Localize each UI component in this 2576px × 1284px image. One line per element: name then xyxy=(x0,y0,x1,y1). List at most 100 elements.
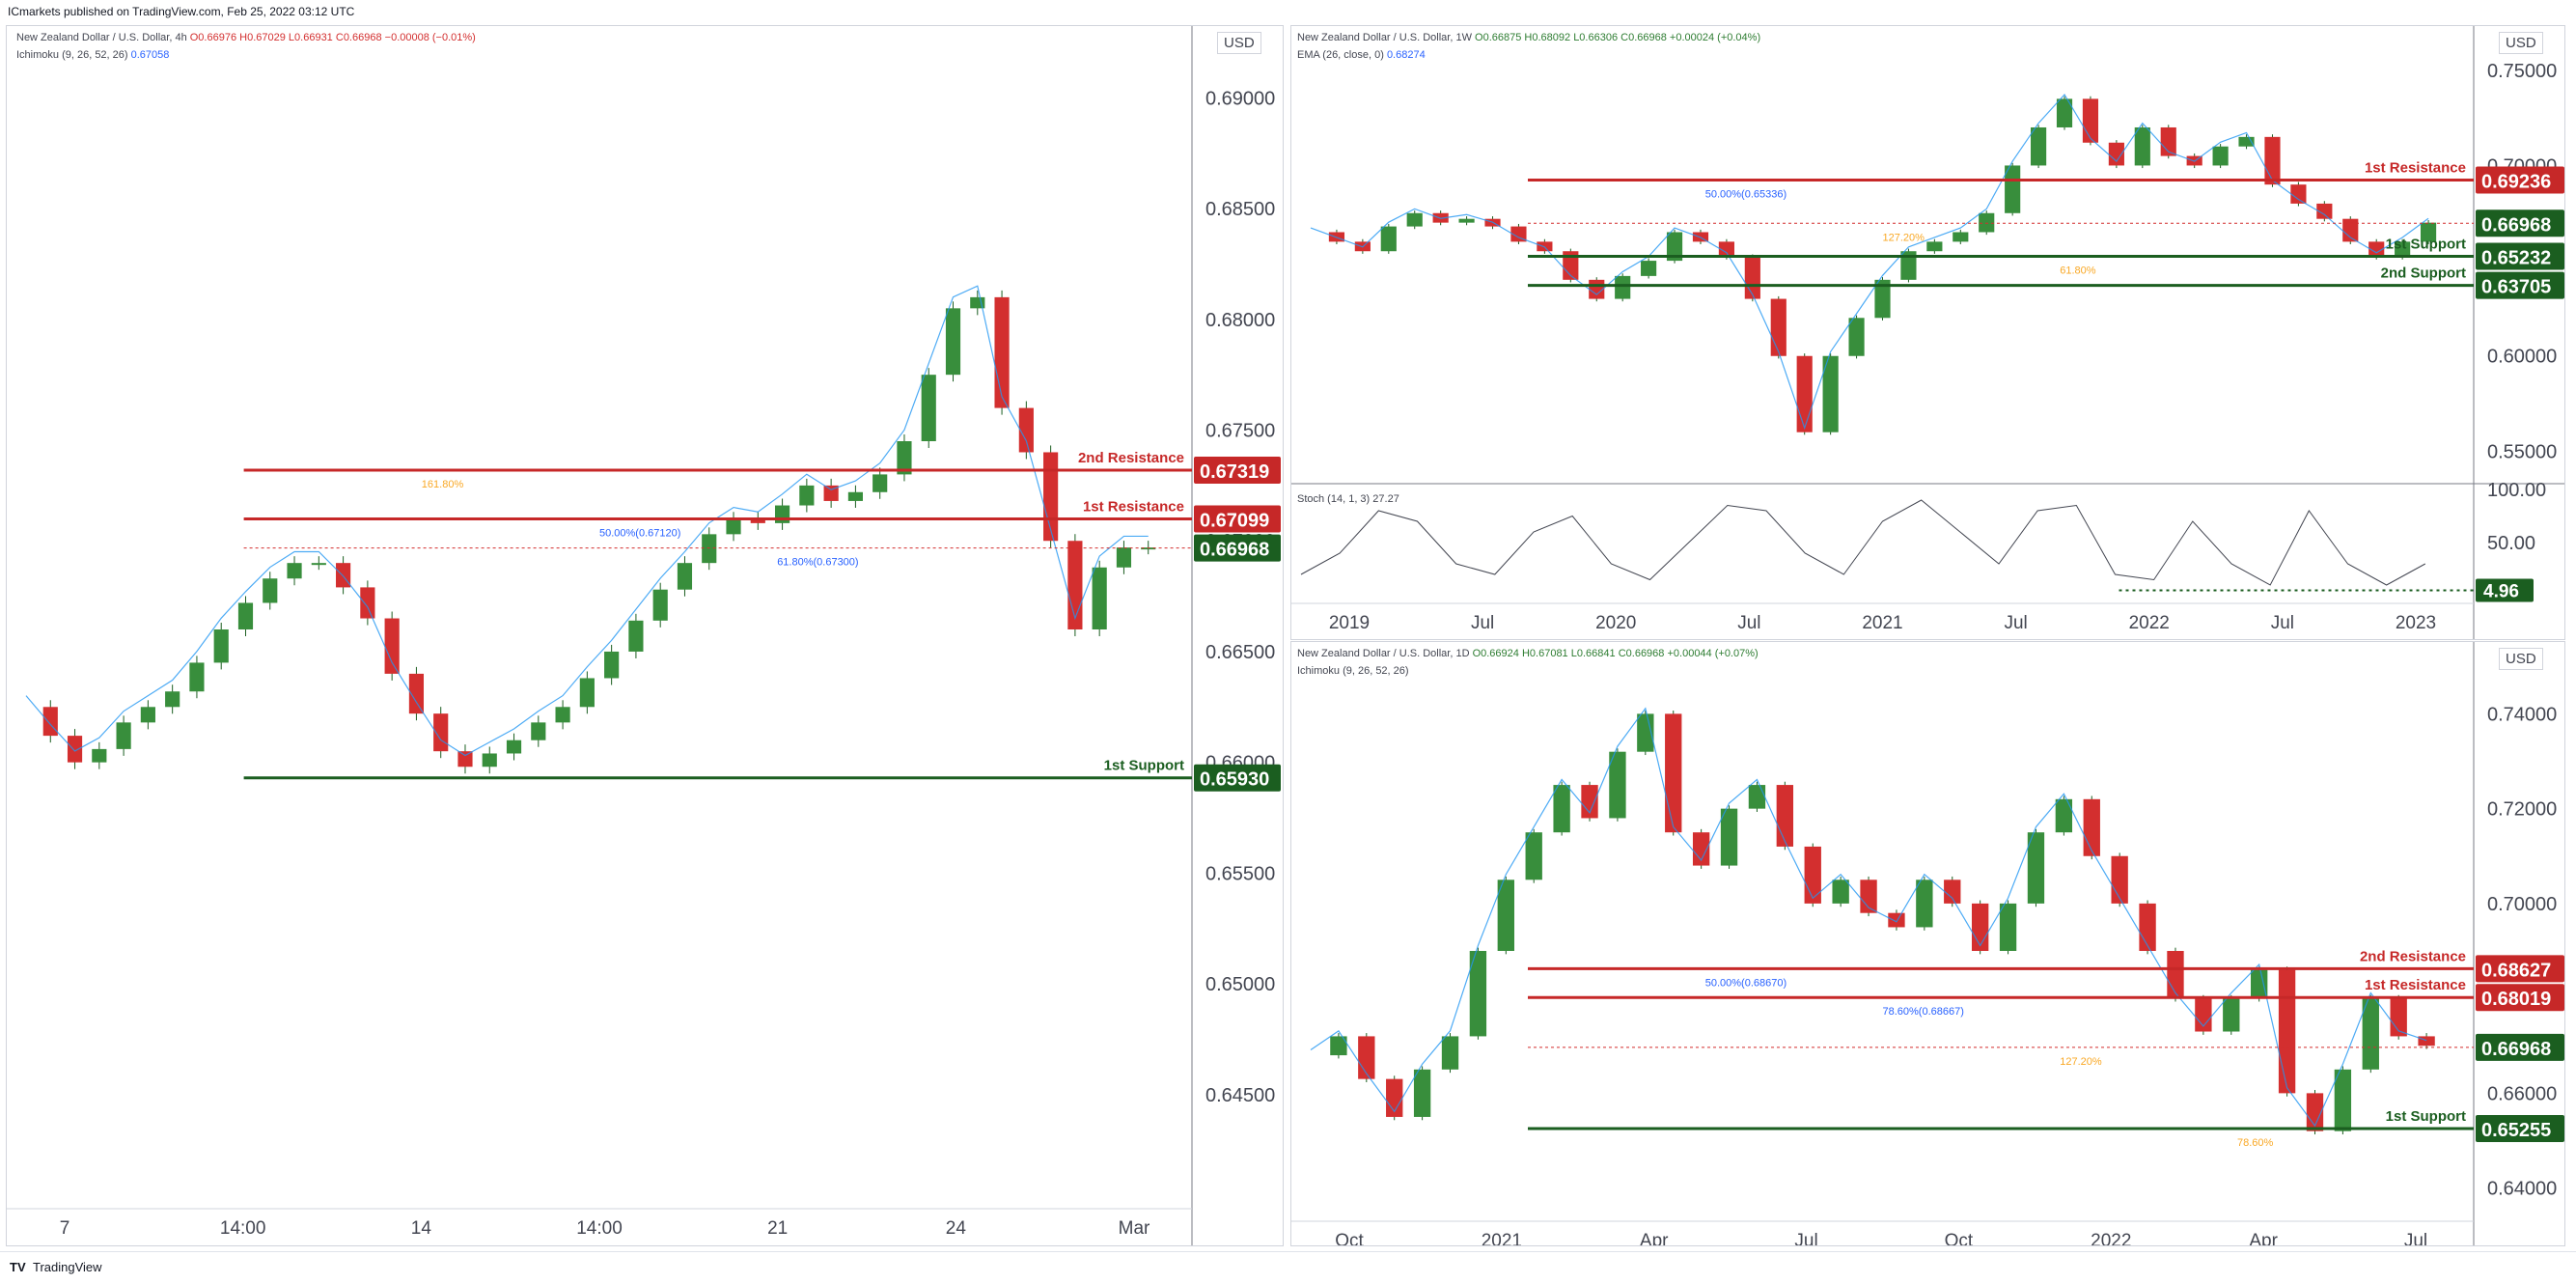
fib-label: 127.20% xyxy=(2060,1056,2102,1068)
candle-down xyxy=(2342,218,2359,242)
price-tag-label: 0.68019 xyxy=(2481,989,2551,1010)
price-tag-label: 0.69236 xyxy=(2481,172,2551,193)
candle-down xyxy=(1944,879,1961,904)
candle-up xyxy=(2005,165,2021,213)
footer-brand: TradingView xyxy=(33,1260,102,1274)
y-tick-label: 0.66000 xyxy=(2487,1083,2557,1104)
x-tick-label: 7 xyxy=(60,1218,70,1239)
candle-up xyxy=(213,629,229,663)
price-tag-label: 0.67319 xyxy=(1200,461,1269,483)
candle-up xyxy=(1330,1036,1347,1056)
candle-down xyxy=(408,673,425,714)
ohlc-change: −0.00008 (−0.01%) xyxy=(384,32,476,43)
candle-up xyxy=(165,691,180,708)
candle-up xyxy=(2238,136,2255,147)
candle-down xyxy=(1510,226,1527,242)
y-tick-label: 0.65500 xyxy=(1205,863,1275,884)
candle-up xyxy=(897,441,912,475)
ohlc-low: L0.66841 xyxy=(1570,648,1616,659)
fib-label: 78.60%(0.68667) xyxy=(1883,1006,1964,1018)
candle-up xyxy=(1832,879,1849,904)
chart-1d-svg[interactable]: 0.74000 0.72000 0.70000 0.66000 0.64000 Oct 20… xyxy=(1291,642,2565,1246)
fib-label: 50.00%(0.68670) xyxy=(1705,977,1787,989)
chart-1w-svg[interactable]: 0.750000.700000.650000.600000.550002019J… xyxy=(1291,26,2565,640)
candle-up xyxy=(1092,567,1107,629)
candle-down xyxy=(1971,903,1989,951)
candle-up xyxy=(2251,969,2268,999)
chart-panel-1w[interactable]: 0.750000.700000.650000.600000.550002019J… xyxy=(1290,25,2565,640)
candle-up xyxy=(555,707,570,723)
price-tag-label: 0.67099 xyxy=(1200,511,1269,532)
candle-up xyxy=(1413,1069,1431,1117)
fib-label: 61.80%(0.67300) xyxy=(777,557,858,569)
candle-up xyxy=(2055,798,2073,833)
currency-label[interactable]: USD xyxy=(1217,32,1261,54)
y-tick-label: 0.65000 xyxy=(1205,974,1275,995)
candle-up xyxy=(726,518,741,535)
candle-up xyxy=(652,589,668,621)
chart-4h-svg[interactable]: 0.690000.685000.680000.675000.670000.665… xyxy=(7,26,1284,1246)
x-tick-label: 14:00 xyxy=(220,1218,266,1239)
x-tick-label: 2022 xyxy=(2091,1231,2131,1246)
indicator-line xyxy=(25,285,1149,757)
price-tag xyxy=(1194,534,1281,562)
fib-label: 78.60% xyxy=(2237,1137,2274,1149)
currency-label[interactable]: USD xyxy=(2499,32,2543,54)
candle-up xyxy=(677,563,693,590)
candle-up xyxy=(2134,126,2150,166)
fib-label: 61.80% xyxy=(2060,265,2096,277)
candle-down xyxy=(2195,998,2212,1032)
stoch-tick: 50.00 xyxy=(2487,533,2535,554)
y-tick-label: 0.67500 xyxy=(1205,421,1275,442)
x-tick-label: Jul xyxy=(1471,613,1494,633)
candle-down xyxy=(1804,846,1821,904)
ohlc-close: C0.66968 xyxy=(1618,648,1665,659)
footer[interactable]: TV TradingView xyxy=(10,1260,102,1274)
candle-up xyxy=(628,620,644,652)
y-tick-label: 0.68500 xyxy=(1205,199,1275,220)
candle-up xyxy=(799,485,815,506)
candle-up xyxy=(1748,785,1766,809)
candle-up xyxy=(2027,832,2045,904)
candle-up xyxy=(970,296,985,309)
price-tag xyxy=(1194,505,1281,533)
candle-down xyxy=(336,563,351,588)
candle-down xyxy=(2083,798,2100,856)
price-tag xyxy=(2476,209,2564,237)
candle-up xyxy=(189,662,205,692)
fib-label: 161.80% xyxy=(422,479,464,490)
candle-down xyxy=(2111,855,2128,904)
currency-label[interactable]: USD xyxy=(2499,648,2543,670)
level-label: 1st Resistance xyxy=(2365,160,2466,177)
chart-panel-1d[interactable]: 0.74000 0.72000 0.70000 0.66000 0.64000 Oct 20… xyxy=(1290,641,2565,1246)
publisher-header: ICmarkets published on TradingView.com, … xyxy=(8,5,355,18)
candle-up xyxy=(921,375,936,441)
candle-up xyxy=(1926,241,1943,252)
candle-up xyxy=(1525,832,1542,880)
level-label: 2nd Resistance xyxy=(1078,450,1184,466)
chart-panel-4h[interactable]: 0.690000.685000.680000.675000.670000.665… xyxy=(6,25,1284,1246)
price-tag xyxy=(1194,457,1281,485)
y-tick-label: 0.74000 xyxy=(2487,704,2557,725)
y-tick-label: 0.70000 xyxy=(2487,894,2557,915)
indicator-info: EMA (26, close, 0) 0.68274 xyxy=(1297,49,1426,61)
footer-divider xyxy=(0,1251,2576,1252)
x-tick-label: 2023 xyxy=(2396,613,2436,633)
level-label: 1st Resistance xyxy=(1083,499,1184,516)
candle-down xyxy=(2390,998,2407,1037)
x-tick-label: 21 xyxy=(767,1218,788,1239)
fib-label: 127.20% xyxy=(1883,232,1925,243)
candle-up xyxy=(1999,903,2017,951)
price-tag-label: 0.66968 xyxy=(1200,540,1269,561)
y-tick-label: 0.64000 xyxy=(2487,1179,2557,1200)
x-tick-label: 2019 xyxy=(1329,613,1370,633)
x-tick-label: Jul xyxy=(1794,1231,1817,1246)
stoch-line xyxy=(1300,499,2426,586)
y-tick-label: 0.72000 xyxy=(2487,799,2557,821)
candle-up xyxy=(945,308,961,376)
x-tick-label: Jul xyxy=(2004,613,2027,633)
candle-down xyxy=(1692,832,1710,866)
indicator-value: 0.68274 xyxy=(1386,49,1426,61)
x-tick-label: 2020 xyxy=(1595,613,1636,633)
candle-up xyxy=(1900,251,1917,280)
